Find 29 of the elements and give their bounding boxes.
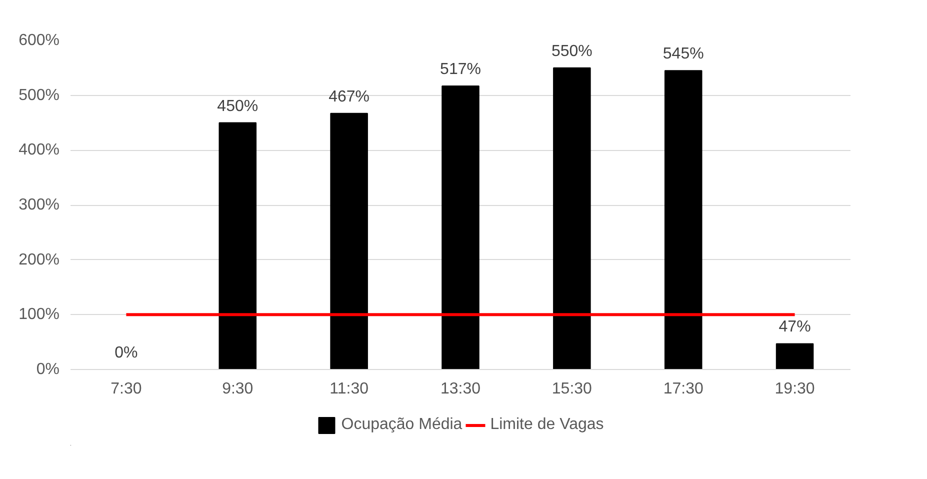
y-tick-label: 100%: [18, 306, 60, 324]
y-tick-label: 0%: [36, 361, 60, 378]
data-label: 550%: [551, 42, 592, 60]
data-label: 517%: [440, 61, 481, 78]
x-tick-label: 19:30: [774, 380, 815, 398]
bar: [218, 122, 257, 370]
x-tick-label: 15:30: [552, 380, 592, 398]
data-label: 467%: [328, 88, 370, 106]
y-tick-label: 300%: [18, 196, 60, 214]
x-tick-label: 17:30: [663, 380, 704, 398]
x-tick-label: 7:30: [110, 380, 142, 398]
bar: [442, 86, 480, 370]
legend-label: Ocupação Média: [341, 416, 462, 434]
x-tick-label: 9:30: [222, 380, 254, 398]
bar: [664, 70, 702, 370]
data-label: 0%: [114, 344, 138, 362]
legend-label: Limite de Vagas: [490, 416, 604, 434]
data-label: 47%: [778, 318, 811, 336]
x-tick-label: 13:30: [440, 380, 481, 398]
y-tick-label: 600%: [18, 32, 60, 49]
x-tick-label: 11:30: [330, 380, 369, 398]
data-label: 450%: [217, 98, 258, 115]
bar: [330, 112, 368, 370]
y-tick-label: 500%: [18, 86, 60, 104]
bar: [776, 343, 814, 370]
bar: [553, 67, 591, 370]
data-label: 545%: [662, 46, 704, 63]
y-tick-label: 400%: [18, 142, 60, 159]
y-tick-label: 200%: [18, 251, 60, 268]
